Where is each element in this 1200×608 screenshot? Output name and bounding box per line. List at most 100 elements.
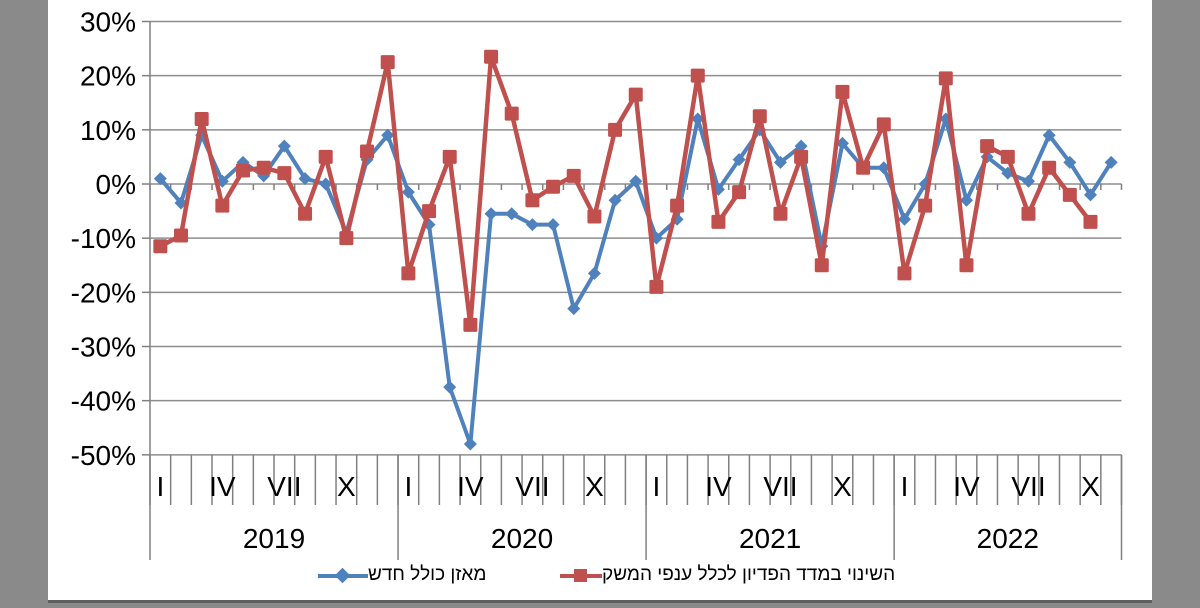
marker-square bbox=[1000, 149, 1015, 164]
marker-square bbox=[608, 122, 623, 137]
marker-square bbox=[504, 106, 519, 121]
blue-diamond-series-icon bbox=[318, 567, 368, 584]
y-axis-tick-label: 30% bbox=[80, 6, 136, 37]
marker-diamond bbox=[277, 139, 291, 153]
marker-diamond bbox=[546, 218, 560, 232]
marker-square bbox=[298, 206, 313, 221]
marker-square bbox=[711, 214, 726, 229]
series-line-1 bbox=[158, 54, 1093, 328]
month-label: X bbox=[1081, 471, 1100, 502]
month-label: X bbox=[833, 471, 852, 502]
marker-diamond bbox=[525, 218, 539, 232]
marker-square bbox=[897, 266, 912, 281]
marker-diamond bbox=[629, 174, 643, 188]
legend-label-balance: מאזן כולל חדש bbox=[368, 564, 487, 585]
marker-square bbox=[876, 117, 891, 132]
marker-square bbox=[670, 198, 685, 213]
marker-diamond bbox=[959, 193, 973, 207]
marker-diamond bbox=[897, 212, 911, 226]
marker-square bbox=[566, 168, 581, 183]
marker-diamond bbox=[484, 207, 498, 221]
marker-square bbox=[587, 209, 602, 224]
year-label: 2019 bbox=[243, 523, 305, 554]
marker-square bbox=[401, 266, 416, 281]
legend-entry-balance: מאזן כולל חדש bbox=[318, 563, 490, 587]
month-label: IV bbox=[953, 471, 980, 502]
red-square-series-icon bbox=[560, 567, 602, 583]
marker-square bbox=[153, 239, 168, 254]
month-label: IV bbox=[705, 471, 732, 502]
marker-square bbox=[360, 144, 375, 159]
marker-diamond bbox=[567, 302, 581, 316]
marker-square bbox=[277, 166, 292, 181]
marker-diamond bbox=[153, 172, 167, 186]
marker-square bbox=[215, 198, 230, 213]
marker-square bbox=[649, 279, 664, 294]
marker-square bbox=[752, 109, 767, 124]
month-label: IV bbox=[457, 471, 484, 502]
year-label: 2020 bbox=[491, 523, 553, 554]
marker-diamond bbox=[732, 153, 746, 167]
marker-square bbox=[918, 198, 933, 213]
marker-square bbox=[835, 84, 850, 99]
marker-square bbox=[1083, 214, 1098, 229]
chart-bottom-edge bbox=[48, 600, 1152, 603]
marker-diamond bbox=[1021, 174, 1035, 188]
marker-diamond bbox=[1063, 155, 1077, 169]
marker-square bbox=[690, 68, 705, 83]
chart-legend: מאזן כולל חדש השינוי במדד הפדיון לכלל ענ… bbox=[0, 563, 1200, 589]
marker-diamond bbox=[794, 139, 808, 153]
marker-diamond bbox=[505, 207, 519, 221]
marker-diamond bbox=[443, 380, 457, 394]
marker-square bbox=[794, 149, 809, 164]
marker-diamond bbox=[835, 136, 849, 150]
marker-square bbox=[546, 179, 561, 194]
marker-square bbox=[256, 160, 271, 175]
marker-diamond bbox=[608, 193, 622, 207]
marker-square bbox=[422, 204, 437, 219]
marker-square bbox=[380, 55, 395, 70]
month-label: X bbox=[585, 471, 604, 502]
marker-diamond bbox=[1104, 155, 1118, 169]
month-label: I bbox=[653, 471, 661, 502]
y-axis-tick-label: -50% bbox=[71, 440, 136, 471]
marker-diamond bbox=[319, 177, 333, 191]
month-label: IV bbox=[209, 471, 236, 502]
marker-square bbox=[339, 231, 354, 246]
month-label: VII bbox=[1011, 471, 1045, 502]
marker-square bbox=[442, 149, 457, 164]
month-label: VII bbox=[267, 471, 301, 502]
marker-square bbox=[938, 71, 953, 86]
marker-diamond bbox=[298, 172, 312, 186]
year-label: 2022 bbox=[977, 523, 1039, 554]
marker-square bbox=[959, 258, 974, 273]
y-axis-tick-label: -20% bbox=[71, 277, 136, 308]
marker-square bbox=[318, 149, 333, 164]
marker-diamond bbox=[1042, 128, 1056, 142]
y-axis-tick-label: -10% bbox=[71, 223, 136, 254]
month-label: X bbox=[337, 471, 356, 502]
marker-square bbox=[856, 160, 871, 175]
y-axis-tick-label: -40% bbox=[71, 386, 136, 417]
marker-diamond bbox=[877, 161, 891, 175]
marker-square bbox=[194, 111, 209, 126]
marker-square bbox=[732, 185, 747, 200]
marker-diamond bbox=[773, 155, 787, 169]
marker-square bbox=[628, 87, 643, 102]
series-line-0 bbox=[158, 116, 1114, 447]
y-axis-tick-label: 0% bbox=[96, 169, 136, 200]
marker-square bbox=[773, 206, 788, 221]
marker-square bbox=[525, 193, 540, 208]
marker-diamond bbox=[587, 266, 601, 280]
legend-entry-revenue-index: השינוי במדד הפדיון לכלל ענפי המשק bbox=[560, 563, 899, 587]
marker-square bbox=[1021, 206, 1036, 221]
y-axis-tick-label: -30% bbox=[71, 332, 136, 363]
month-label: I bbox=[404, 471, 412, 502]
marker-square bbox=[174, 228, 189, 243]
marker-square bbox=[236, 163, 251, 178]
y-axis-tick-label: 10% bbox=[80, 115, 136, 146]
month-label: I bbox=[901, 471, 909, 502]
marker-diamond bbox=[381, 128, 395, 142]
